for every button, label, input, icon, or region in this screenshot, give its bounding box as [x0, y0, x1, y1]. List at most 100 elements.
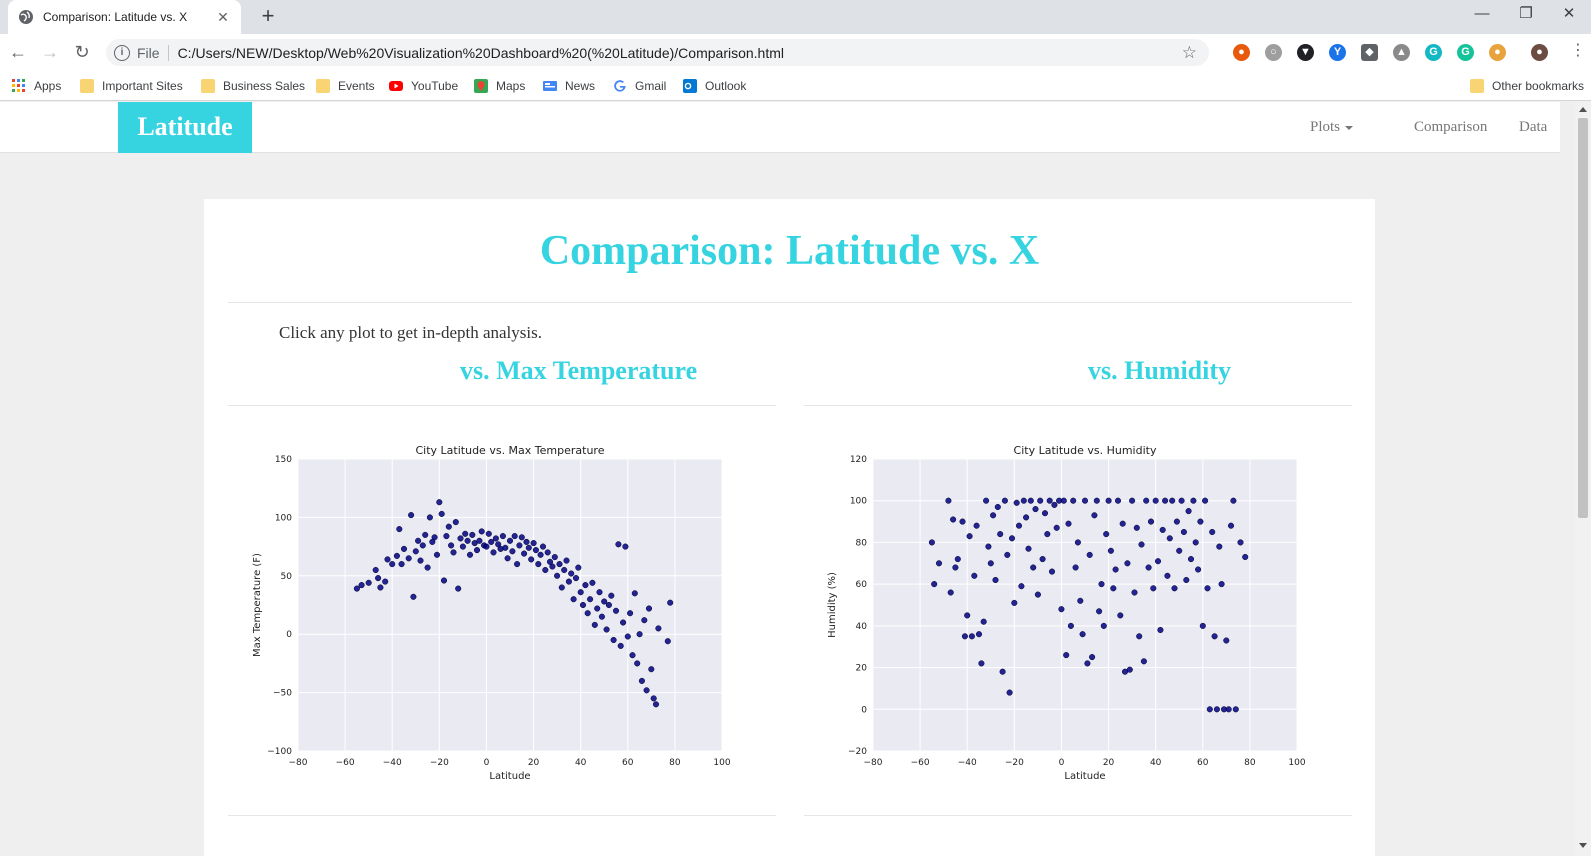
bookmark-label: Events	[338, 79, 375, 93]
bookmark-events[interactable]: Events	[316, 77, 375, 95]
bookmark-outlook[interactable]: Outlook	[683, 77, 746, 95]
tab-close-icon[interactable]: ✕	[217, 8, 229, 25]
scrollbar-thumb[interactable]	[1578, 118, 1588, 518]
page-scrollbar[interactable]	[1575, 102, 1591, 856]
data-point	[521, 550, 528, 557]
reload-icon[interactable]: ↻	[74, 42, 90, 62]
data-point	[1063, 652, 1070, 659]
forward-arrow-icon[interactable]: →	[41, 42, 59, 62]
data-point	[1006, 689, 1013, 696]
data-point	[365, 579, 372, 586]
data-point	[398, 561, 405, 568]
data-point	[643, 687, 650, 694]
data-point	[1098, 581, 1105, 588]
data-point	[950, 516, 957, 523]
data-point	[1227, 522, 1235, 529]
caret-down-icon	[1345, 125, 1354, 130]
data-point	[629, 652, 636, 659]
bookmark-important-sites[interactable]: Important Sites	[80, 77, 183, 95]
bookmark-other-bookmarks[interactable]: Other bookmarks	[1470, 77, 1584, 95]
window-close-button[interactable]: ✕	[1562, 5, 1576, 22]
data-point	[1072, 564, 1079, 571]
temperature-scatter-chart[interactable]: −80 −60 −40 −20 0 20 40 60 80 100 −100 −50 0 50 100 150…	[248, 441, 748, 786]
bookmark-maps[interactable]: Maps	[474, 77, 525, 95]
data-point	[608, 592, 615, 599]
data-point	[473, 547, 481, 554]
data-point	[1218, 581, 1225, 588]
data-point	[596, 589, 603, 596]
data-point	[1027, 497, 1034, 504]
data-point	[935, 560, 943, 567]
data-point	[568, 570, 575, 577]
extension-fox-icon[interactable]: ▼	[1297, 44, 1314, 61]
data-point	[499, 533, 506, 540]
data-point	[1230, 497, 1237, 504]
data-point	[358, 582, 365, 589]
scroll-down-arrow-icon[interactable]	[1579, 843, 1587, 848]
data-point	[1176, 547, 1183, 554]
data-point	[1133, 524, 1140, 531]
extension-shield-icon[interactable]: ◆	[1361, 44, 1378, 61]
data-point	[1081, 497, 1089, 504]
data-point	[561, 566, 568, 574]
scroll-up-arrow-icon[interactable]	[1579, 107, 1587, 112]
extension-rocket-icon[interactable]: ▲	[1393, 44, 1410, 61]
bookmark-news[interactable]: News	[543, 77, 595, 95]
y-tick-label: 20	[856, 664, 868, 674]
extension-grammar-icon[interactable]: G	[1457, 44, 1474, 61]
title-divider	[228, 302, 1352, 303]
extension-fire-icon[interactable]: ●	[1233, 44, 1250, 61]
minimize-button[interactable]: —	[1474, 5, 1490, 22]
data-point	[492, 535, 499, 542]
data-point	[589, 579, 596, 586]
humidity-scatter-chart[interactable]: −80 −60 −40 −20 0 20 40 60 80 100 −20 0 20 40 60 80 100 1…	[823, 441, 1323, 786]
data-point	[511, 533, 518, 540]
data-point	[488, 538, 495, 545]
browser-tab-active[interactable]: Comparison: Latitude vs. X ✕	[8, 0, 241, 34]
data-point	[440, 577, 448, 584]
plot-latitude-vs-humidity[interactable]: −80 −60 −40 −20 0 20 40 60 80 100 −20 0 20 40 60 80 100 1…	[823, 441, 1323, 791]
info-icon[interactable]: i	[114, 44, 130, 61]
bookmark-gmail[interactable]: Gmail	[613, 77, 666, 95]
nav-data-link[interactable]: Data	[1519, 119, 1548, 135]
data-point	[1074, 539, 1081, 546]
bookmark-apps[interactable]: Apps	[12, 77, 61, 95]
restore-button[interactable]: ❐	[1519, 5, 1533, 22]
address-bar[interactable]: i File C:/Users/NEW/Desktop/Web%20Visual…	[106, 39, 1209, 66]
profile-avatar[interactable]: ●	[1531, 44, 1548, 61]
nav-plots-dropdown[interactable]: Plots	[1310, 119, 1354, 136]
data-point	[426, 514, 433, 521]
url-text[interactable]: C:/Users/NEW/Desktop/Web%20Visualization…	[177, 44, 784, 61]
nav-comparison-link[interactable]: Comparison	[1414, 119, 1488, 135]
extension-circle-icon[interactable]: ○	[1265, 44, 1282, 61]
data-point	[462, 530, 469, 537]
new-tab-button[interactable]: +	[261, 3, 275, 28]
back-arrow-icon[interactable]: ←	[9, 42, 27, 62]
data-point	[997, 531, 1004, 538]
data-point	[1178, 497, 1185, 504]
data-point	[504, 555, 511, 562]
extension-grammarly-icon[interactable]: G	[1425, 44, 1442, 61]
extension-cookie-icon[interactable]: ●	[1489, 44, 1506, 61]
bookmark-label: Apps	[34, 79, 62, 93]
outlook-icon	[683, 79, 697, 93]
bookmark-business-sales[interactable]: Business Sales	[201, 77, 305, 95]
bookmark-youtube[interactable]: YouTube	[389, 77, 458, 95]
section-heading-temperature: vs. Max Temperature	[460, 356, 698, 385]
data-point	[375, 575, 382, 582]
plot-latitude-vs-temperature[interactable]: −80 −60 −40 −20 0 20 40 60 80 100 −100 −50 0 50 100 150…	[248, 441, 748, 791]
brand-logo-link[interactable]: Latitude	[118, 102, 252, 153]
data-point	[1030, 564, 1037, 571]
data-point	[443, 533, 450, 540]
bookmark-star-icon[interactable]: ☆	[1181, 42, 1197, 62]
data-point	[537, 551, 544, 558]
bookmarks-bar: Apps Important Sites Business Sales Even…	[0, 70, 1591, 101]
data-point	[610, 636, 617, 644]
x-tick-label: −80	[864, 758, 883, 768]
data-point	[1008, 535, 1016, 542]
data-point	[396, 526, 403, 533]
extension-y-icon[interactable]: Y	[1329, 44, 1346, 61]
browser-menu-icon[interactable]: ⋮	[1570, 42, 1586, 59]
data-point	[594, 605, 601, 612]
x-tick-label: 40	[575, 758, 587, 768]
